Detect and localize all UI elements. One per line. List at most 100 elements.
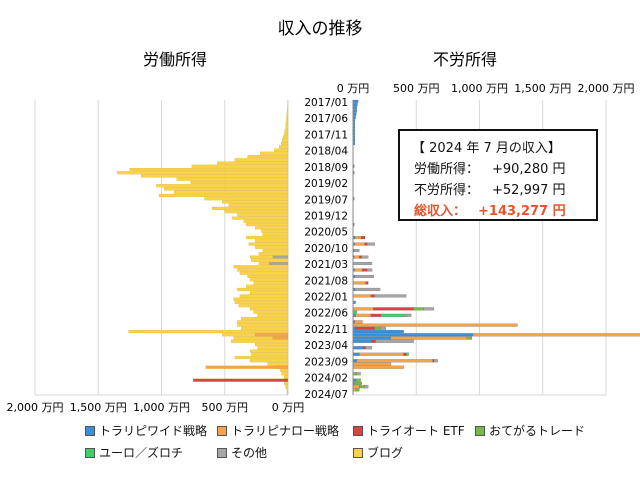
date-tick-label: 2022/06 <box>304 308 348 320</box>
passive-bar <box>363 346 366 350</box>
labor-bar <box>239 294 289 298</box>
legend-item: おてがるトレード <box>475 422 585 439</box>
passive-bar <box>352 323 518 327</box>
left-title: 労働所得 <box>143 50 207 69</box>
passive-bars <box>352 99 640 392</box>
labor-bar <box>273 148 289 152</box>
passive-bar <box>352 281 366 285</box>
labor-bar <box>246 284 289 288</box>
date-tick-label: 2017/01 <box>304 97 348 109</box>
summary-heading: 【 2024 年 7 月の収入】 <box>412 141 561 156</box>
passive-bar <box>352 109 357 113</box>
labor-bar <box>284 129 289 133</box>
passive-bar <box>352 333 474 337</box>
total-value: +143,277 円 <box>478 204 566 219</box>
labor-bar <box>237 320 289 324</box>
labor-bar <box>248 242 289 246</box>
date-tick-label: 2019/02 <box>304 178 348 190</box>
passive-value: +52,997 円 <box>492 183 566 198</box>
labor-bar <box>285 125 289 129</box>
passive-bar <box>352 103 358 107</box>
labor-bar <box>238 304 289 308</box>
legend-label: トラリピワイド戦略 <box>99 424 208 438</box>
passive-bar <box>352 261 373 266</box>
labor-bar <box>285 385 289 389</box>
passive-bar <box>361 255 369 259</box>
labor-bar <box>237 287 289 291</box>
passive-bar <box>380 326 386 330</box>
right-tick-label: 2,000 万円 <box>578 82 635 95</box>
labor-bar <box>234 158 289 162</box>
legend-item: ブログ <box>353 444 403 461</box>
labor-bar <box>237 268 289 272</box>
date-tick-label: 2023/09 <box>304 356 348 368</box>
passive-bar <box>374 294 407 298</box>
labor-bar <box>233 265 289 269</box>
passive-bar <box>364 242 368 246</box>
labor-bar <box>251 352 289 356</box>
passive-bar <box>367 242 375 246</box>
legend-item: その他 <box>217 444 267 461</box>
labor-bar <box>255 343 289 347</box>
date-tick-label: 2020/10 <box>304 243 348 255</box>
passive-bar <box>352 99 359 103</box>
passive-bar <box>423 307 435 311</box>
passive-bar <box>354 242 365 246</box>
legend-swatch <box>85 447 95 458</box>
passive-bar <box>355 378 361 382</box>
labor-bar <box>282 135 289 139</box>
labor-bar <box>224 210 289 214</box>
labor-bar <box>237 323 289 327</box>
labor-bar <box>193 378 289 382</box>
passive-bar <box>354 274 374 278</box>
passive-bar <box>352 310 357 314</box>
date-tick-label: 2023/04 <box>304 340 348 352</box>
passive-bar <box>390 336 467 340</box>
passive-label: 不労所得： <box>414 183 480 198</box>
labor-bar <box>233 297 289 301</box>
labor-bar <box>239 271 289 275</box>
labor-bar <box>286 116 289 120</box>
passive-bar <box>352 365 404 369</box>
labor-bar <box>174 190 289 194</box>
passive-bar <box>364 385 369 389</box>
date-tick-label: 2021/03 <box>304 259 348 271</box>
legend-swatch <box>353 447 363 458</box>
labor-bar <box>272 336 289 340</box>
passive-bar <box>370 294 375 298</box>
labor-bar <box>249 349 289 353</box>
labor-bar <box>190 180 289 184</box>
labor-bar <box>255 333 289 337</box>
labor-bar <box>234 355 289 360</box>
labor-bar <box>285 122 289 126</box>
passive-bar <box>352 339 373 343</box>
labor-bar <box>286 109 289 113</box>
passive-bar <box>352 372 357 376</box>
labor-bar <box>212 206 289 210</box>
passive-bar <box>352 307 374 311</box>
date-tick-label: 2018/09 <box>304 162 348 174</box>
labor-bar <box>255 226 289 230</box>
legend-swatch <box>217 425 227 436</box>
right-tick-label: 500 万円 <box>393 82 440 95</box>
labor-bar <box>246 223 289 227</box>
labor-bar <box>281 372 289 376</box>
passive-bar <box>403 352 407 356</box>
date-tick-label: 2019/07 <box>304 194 348 206</box>
labor-bar <box>246 236 289 240</box>
legend-swatch <box>475 425 485 436</box>
passive-bar <box>373 307 414 311</box>
passive-bar <box>362 268 368 272</box>
passive-bar <box>352 346 364 350</box>
labor-bar <box>232 216 289 220</box>
labor-bar <box>279 145 289 149</box>
right-tick-label: 1,500 万円 <box>514 82 571 95</box>
labor-bar <box>258 252 289 256</box>
date-tick-label: 2021/08 <box>304 275 348 287</box>
labor-bar <box>158 193 289 197</box>
passive-bar <box>354 268 363 272</box>
date-tick-label: 2017/11 <box>304 129 348 141</box>
labor-bar <box>287 106 289 110</box>
